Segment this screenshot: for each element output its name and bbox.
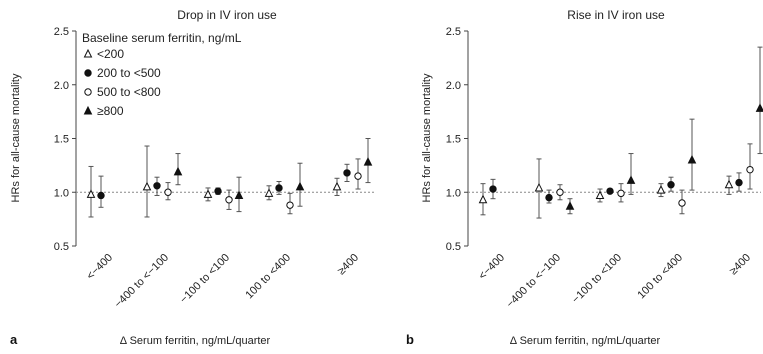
chart-title: Rise in IV iron use [567, 8, 665, 22]
data-point [556, 188, 564, 196]
data-point [755, 103, 763, 112]
data-point [225, 196, 233, 204]
data-point [354, 172, 362, 180]
legend-entry: 500 to <800 [97, 85, 161, 99]
legend-marker [83, 105, 93, 115]
data-point [656, 184, 666, 194]
data-point [667, 181, 675, 189]
data-point [142, 181, 152, 191]
x-axis-label: Δ Serum ferritin, ng/mL/quarter [120, 335, 271, 347]
data-point [687, 154, 697, 164]
data-point [626, 175, 636, 184]
data-point [343, 169, 351, 177]
data-point [746, 165, 754, 174]
y-tick-label: 2.5 [54, 26, 69, 38]
legend-marker [84, 69, 92, 77]
data-point [724, 179, 734, 189]
data-point [164, 188, 172, 196]
data-point [545, 193, 553, 202]
y-tick-label: 2.5 [446, 26, 461, 38]
x-tick-label: −400 to <−100 [504, 252, 563, 311]
data-point [275, 184, 283, 192]
y-axis-label: HRs for all-cause mortality [421, 73, 433, 202]
data-point [595, 190, 605, 199]
chart-panel-b: 0.5 1.0 1.5 2.0 2.5 Rise in IV iron use HRs fo… [406, 8, 763, 347]
data-point [153, 182, 161, 190]
y-tick-label: 1.0 [54, 187, 69, 199]
data-point [203, 189, 213, 198]
data-point [86, 189, 96, 198]
x-tick-label: −100 to <100 [178, 252, 232, 306]
x-tick-label: ≥400 [727, 252, 753, 278]
data-point [735, 178, 743, 187]
legend-marker [84, 88, 92, 96]
y-tick-label: 0.5 [446, 241, 461, 253]
data-point [332, 181, 342, 191]
x-tick-label: 100 to <400 [243, 252, 293, 302]
data-point [617, 189, 625, 198]
data-point [478, 194, 488, 204]
legend-entry: 200 to <500 [97, 66, 161, 80]
x-tick-label: <−400 [477, 252, 508, 283]
data-point [565, 201, 575, 210]
panel-label: b [406, 332, 414, 347]
y-tick-label: 1.5 [446, 134, 461, 146]
x-tick-label: 100 to <400 [635, 252, 685, 302]
x-tick-label: ≥400 [335, 252, 361, 278]
data-point [295, 181, 305, 191]
data-point [264, 188, 274, 197]
panel-label: a [10, 332, 18, 347]
legend-entry: ≥800 [97, 104, 124, 118]
x-tick-label: <−400 [85, 252, 116, 283]
data-point [534, 182, 544, 192]
data-point [214, 187, 222, 195]
y-tick-label: 1.0 [446, 187, 461, 199]
y-tick-label: 2.0 [54, 80, 69, 92]
data-point [489, 185, 497, 193]
legend-marker [83, 48, 93, 58]
y-axis-label: HRs for all-cause mortality [10, 73, 22, 202]
chart-panel-a: 0.5 1.0 1.5 2.0 2.5 Drop in IV iron use HRs fo… [10, 8, 376, 347]
data-point [678, 199, 686, 207]
chart-title: Drop in IV iron use [177, 8, 277, 22]
data-point [363, 157, 373, 166]
y-tick-label: 1.5 [54, 134, 69, 146]
legend-entry: <200 [97, 47, 124, 61]
data-point [286, 201, 294, 209]
data-point [234, 190, 244, 199]
y-tick-label: 0.5 [54, 241, 69, 253]
data-point [97, 191, 105, 200]
x-tick-label: −400 to <−100 [112, 252, 171, 311]
y-tick-label: 2.0 [446, 80, 461, 92]
data-point [173, 166, 183, 176]
data-point [606, 187, 614, 195]
x-axis-label: Δ Serum ferritin, ng/mL/quarter [510, 335, 661, 347]
legend-title: Baseline serum ferritin, ng/mL [82, 31, 242, 45]
x-tick-label: −100 to <100 [570, 252, 624, 306]
